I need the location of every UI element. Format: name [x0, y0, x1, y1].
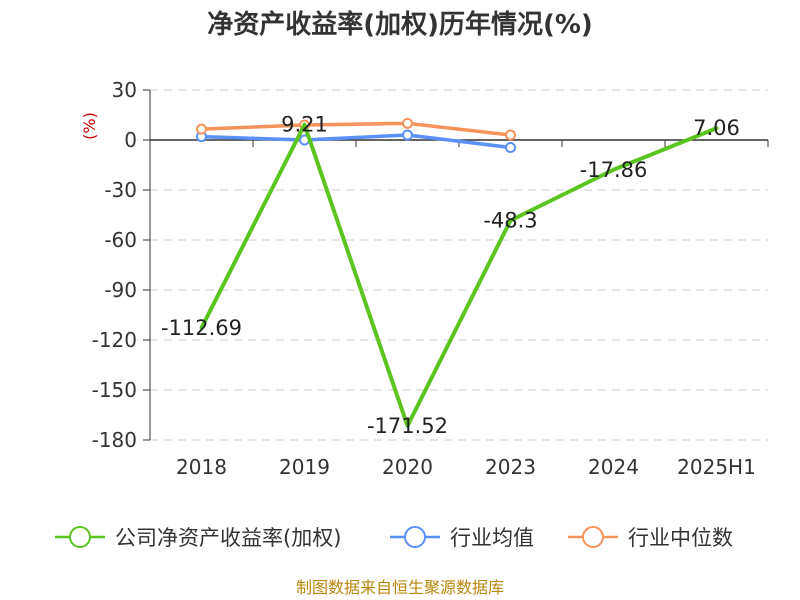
series-lines [196, 117, 719, 428]
data-label: 9.21 [281, 113, 328, 137]
series-point [196, 123, 207, 135]
data-label: 7.06 [693, 116, 740, 140]
y-tick-label: 0 [124, 128, 137, 152]
legend: 公司净资产收益率(加权) 行业均值 行业中位数 [55, 526, 733, 550]
legend-label: 公司净资产收益率(加权) [115, 526, 341, 550]
chart-title: 净资产收益率(加权)历年情况(%) [207, 9, 593, 40]
data-label: -48.3 [483, 209, 537, 233]
series-line [199, 121, 513, 137]
series-point [402, 129, 413, 141]
series-point [505, 142, 516, 153]
x-tick-label: 2020 [382, 455, 433, 479]
data-labels: -112.69 9.21 -171.52 -48.3 -17.86 7.06 [161, 113, 740, 438]
y-tick-label: -120 [92, 328, 137, 352]
y-axis-unit-label: (%) [80, 112, 99, 140]
grid-lines [150, 89, 768, 441]
legend-marker [404, 526, 426, 548]
series-line [199, 122, 719, 428]
legend-marker [582, 526, 604, 548]
legend-marker [69, 526, 91, 548]
y-tick-label: -180 [92, 428, 137, 452]
data-label: -17.86 [580, 158, 648, 182]
y-tick-label: -150 [92, 378, 137, 402]
data-label: -112.69 [161, 316, 242, 340]
series-line [199, 133, 513, 150]
y-tick-label: -30 [104, 178, 137, 202]
axes: 30 0 -30 -60 -90 -120 -150 -180 2018 2019 2020 2023… [92, 78, 769, 479]
data-label: -171.52 [367, 414, 448, 438]
x-tick-label: 2019 [279, 455, 330, 479]
y-tick-label: -60 [104, 228, 137, 252]
legend-label: 行业均值 [450, 526, 534, 550]
source-note: 制图数据来自恒生聚源数据库 [296, 578, 504, 597]
x-tick-label: 2025H1 [677, 455, 756, 479]
series-point [505, 129, 516, 141]
y-tick-label: -90 [104, 278, 137, 302]
x-tick-label: 2023 [485, 455, 536, 479]
x-tick-label: 2024 [588, 455, 639, 479]
x-tick-label: 2018 [176, 455, 227, 479]
series-point [402, 117, 413, 129]
legend-label: 行业中位数 [628, 526, 733, 550]
y-tick-label: 30 [112, 78, 137, 102]
